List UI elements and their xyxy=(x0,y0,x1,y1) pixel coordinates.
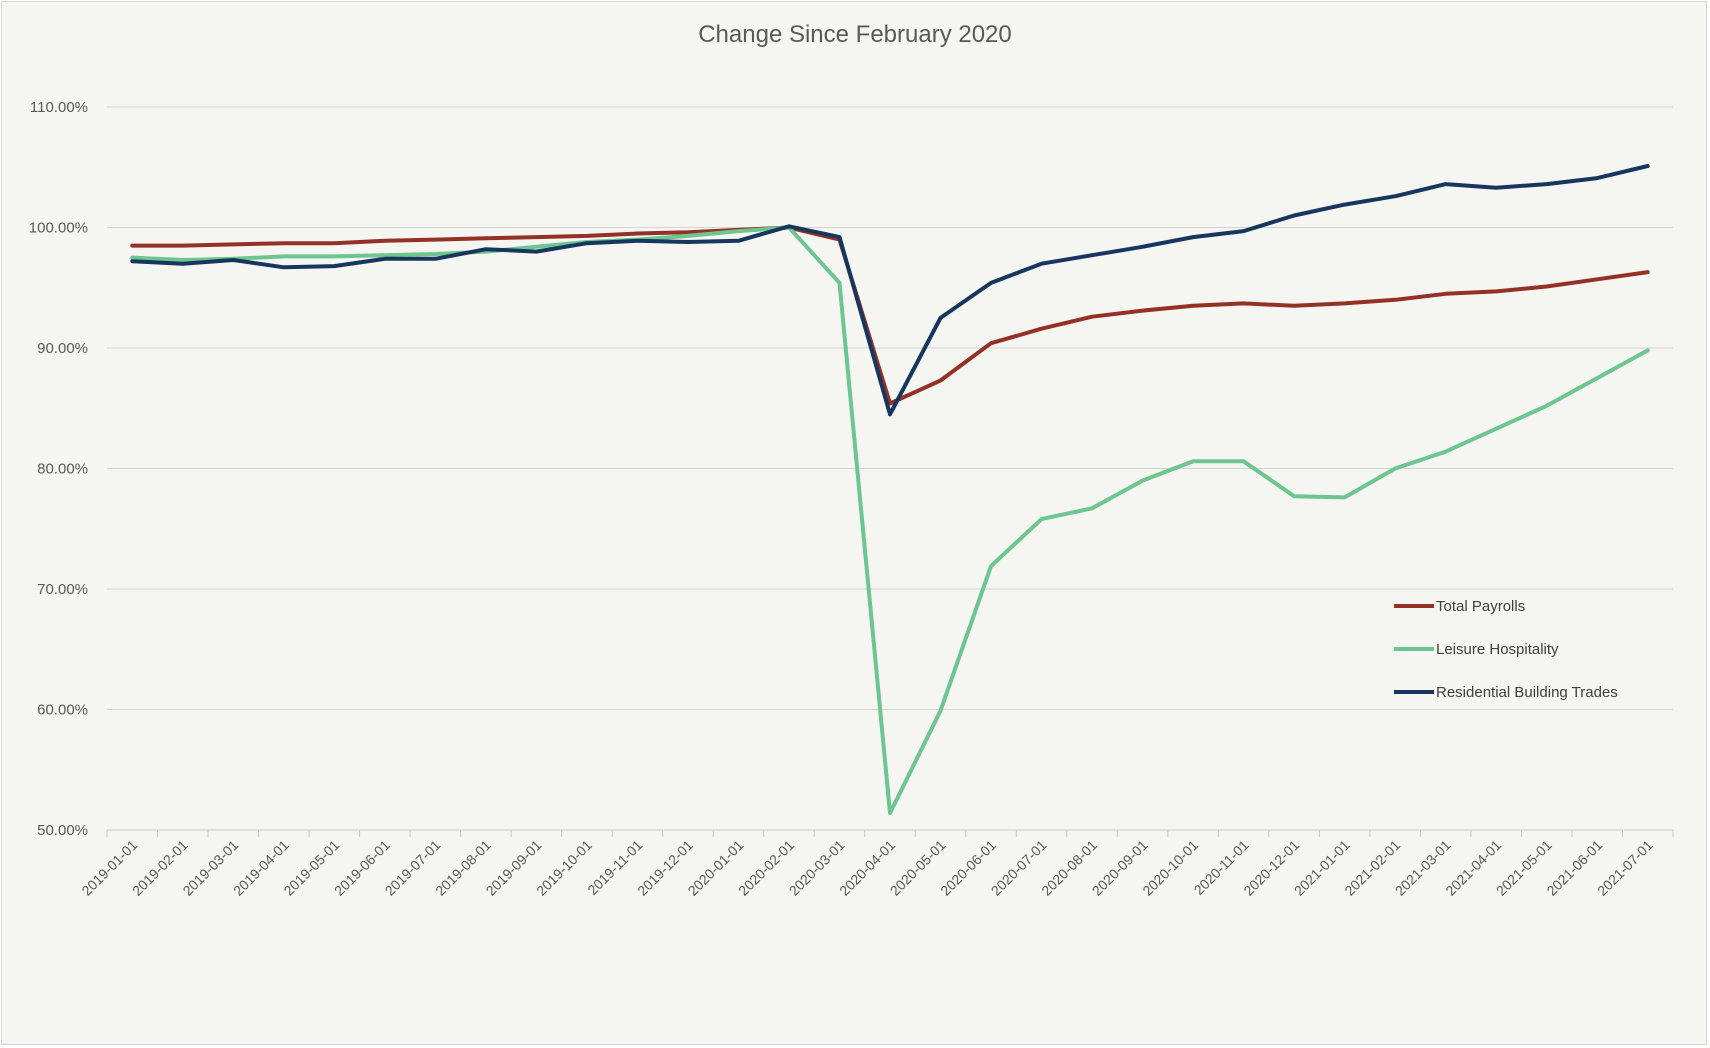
y-tick-label: 90.00% xyxy=(37,340,88,357)
y-tick-label: 80.00% xyxy=(37,461,88,478)
legend-label: Leisure Hospitality xyxy=(1436,641,1559,658)
gridlines xyxy=(107,106,1673,831)
y-tick-label: 70.00% xyxy=(37,581,88,598)
x-tick-label: 2021-07-01 xyxy=(1594,837,1656,899)
legend-label: Residential Building Trades xyxy=(1436,684,1618,701)
legend-label: Total Payrolls xyxy=(1436,598,1525,615)
x-axis-ticks: 2019-01-012019-02-012019-03-012019-04-01… xyxy=(78,830,1674,899)
y-axis-ticks: 50.00% 60.00% 70.00% 80.00% 90.00% 100.00% 110… xyxy=(29,99,88,839)
legend: Total Payrolls Leisure Hospitality Residen… xyxy=(1394,598,1618,701)
y-tick-label: 50.00% xyxy=(37,822,88,839)
y-tick-label: 110.00% xyxy=(30,99,88,116)
series-lines xyxy=(130,164,1650,816)
chart-title: Change Since February 2020 xyxy=(698,21,1012,48)
series-line-residential-building-trades xyxy=(130,164,1650,417)
y-tick-label: 60.00% xyxy=(37,702,88,719)
y-tick-label: 100.00% xyxy=(29,220,88,237)
series-line-leisure-hospitality xyxy=(130,225,1650,816)
series-line-total-payrolls xyxy=(130,225,1650,406)
